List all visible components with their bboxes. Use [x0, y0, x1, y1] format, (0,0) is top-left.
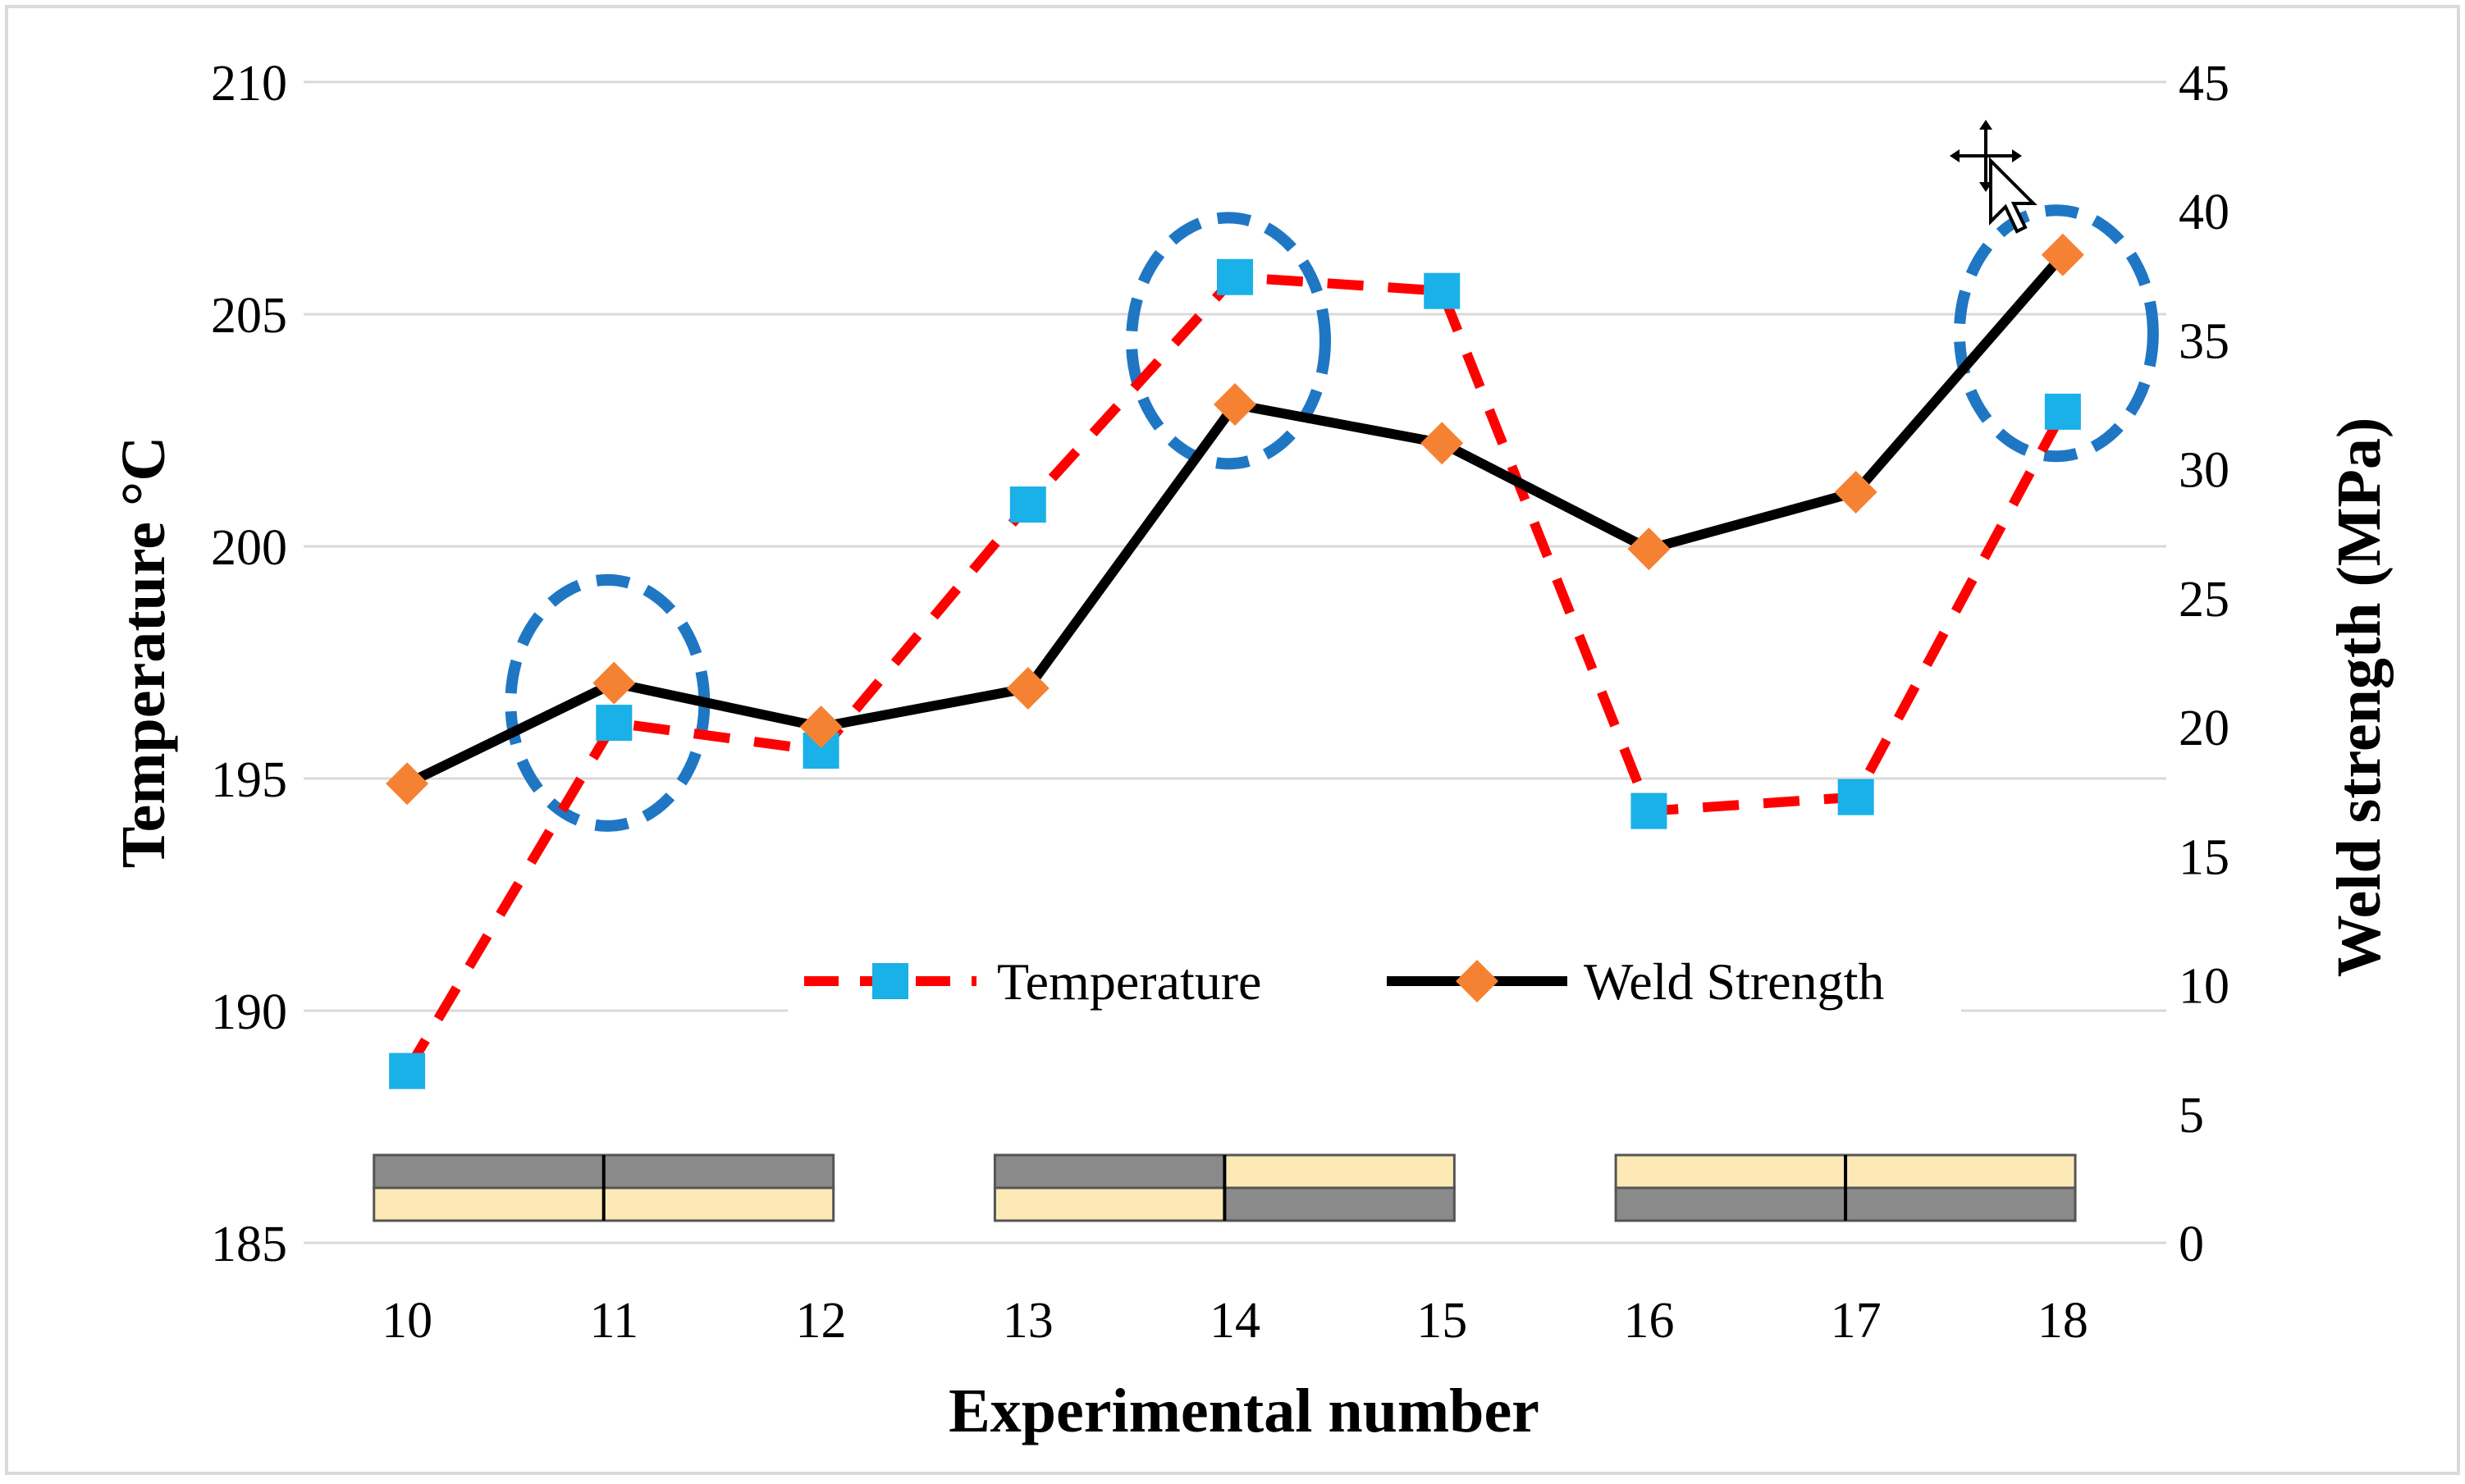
temperature-point [1217, 258, 1253, 295]
y-right-tick-label: 30 [2179, 443, 2229, 499]
specimen-layer [602, 1186, 835, 1222]
weld-strength-point [386, 762, 429, 806]
specimen-layer [993, 1186, 1226, 1222]
y-right-tick-label: 35 [2179, 313, 2229, 369]
tick-labels: 185 190 195 200 205 210 0 5 10 15 20 25 30 35 40 45 10 11… [211, 56, 2229, 1349]
temperature-point [1009, 486, 1046, 523]
weld-strength-point [1420, 422, 1464, 465]
temperature-point [1630, 792, 1667, 829]
specimen-layer [373, 1153, 606, 1189]
y-left-tick-label: 205 [211, 288, 287, 344]
legend-temperature-label: Temperature [997, 952, 1261, 1011]
y-left-tick-label: 195 [211, 752, 287, 808]
y-right-tick-label: 5 [2179, 1088, 2204, 1144]
y-axis-right-title: Weld strength (MPa) [2325, 418, 2394, 978]
weld-strength-point [592, 661, 636, 705]
x-tick-label: 10 [382, 1293, 432, 1349]
x-tick-label: 18 [2037, 1293, 2088, 1349]
weld-strength-point [2041, 233, 2084, 276]
legend: Temperature Weld Strength [788, 942, 1961, 1024]
x-tick-label: 14 [1210, 1293, 1260, 1349]
x-tick-label: 16 [1623, 1293, 1674, 1349]
x-tick-label: 17 [1831, 1293, 1882, 1349]
specimen-diagrams [355, 1152, 2094, 1227]
temperature-point [2044, 393, 2081, 430]
weld-strength-point [799, 705, 843, 749]
gridlines [304, 80, 2166, 1244]
chart-frame [5, 5, 2460, 1475]
y-right-tick-label: 0 [2179, 1217, 2204, 1272]
weld-strength-point [1006, 666, 1050, 710]
x-tick-label: 15 [1416, 1293, 1467, 1349]
y-left-tick-label: 185 [211, 1217, 287, 1272]
y-right-tick-label: 40 [2179, 185, 2229, 240]
specimen-layer [1223, 1153, 1456, 1189]
specimen-layer [373, 1186, 606, 1222]
specimen-layer [1844, 1186, 2077, 1222]
specimen-layer [1614, 1153, 1847, 1189]
y-right-tick-label: 15 [2179, 829, 2229, 885]
temperature-point [1424, 272, 1461, 309]
specimen-layer [602, 1153, 835, 1189]
legend-weld-strength-label: Weld Strength [1584, 952, 1884, 1011]
y-right-tick-label: 20 [2179, 701, 2229, 756]
y-left-tick-label: 190 [211, 984, 287, 1040]
temperature-point [389, 1052, 426, 1089]
x-tick-label: 12 [796, 1293, 847, 1349]
highlight-circle [1953, 204, 2159, 463]
series-layer [386, 233, 2084, 1089]
temperature-point [596, 705, 633, 742]
legend-background [788, 942, 1961, 1024]
weld-strength-point [1627, 527, 1671, 571]
y-left-tick-label: 200 [211, 520, 287, 576]
specimen-layer [1614, 1186, 1847, 1222]
specimen-layer [1223, 1186, 1456, 1222]
y-right-tick-label: 45 [2179, 56, 2229, 112]
highlight-circle [1126, 212, 1331, 470]
legend-weld-strength-marker [1456, 960, 1498, 1002]
y-left-tick-label: 210 [211, 56, 287, 112]
x-axis-title: Experimental number [949, 1377, 1539, 1445]
specimen-layer [1844, 1153, 2077, 1189]
move-cursor-icon [1950, 120, 2037, 234]
y-right-tick-label: 10 [2179, 959, 2229, 1015]
weld-strength-point [1214, 383, 1256, 427]
y-axis-left-title: Temperature °C [109, 436, 178, 868]
x-tick-label: 11 [589, 1293, 638, 1349]
temperature-point [1837, 779, 1874, 815]
legend-temperature-marker [872, 963, 908, 999]
x-tick-label: 13 [1003, 1293, 1054, 1349]
specimen-layer [993, 1153, 1226, 1189]
y-right-tick-label: 25 [2179, 572, 2229, 628]
weld-strength-point [1834, 470, 1877, 514]
